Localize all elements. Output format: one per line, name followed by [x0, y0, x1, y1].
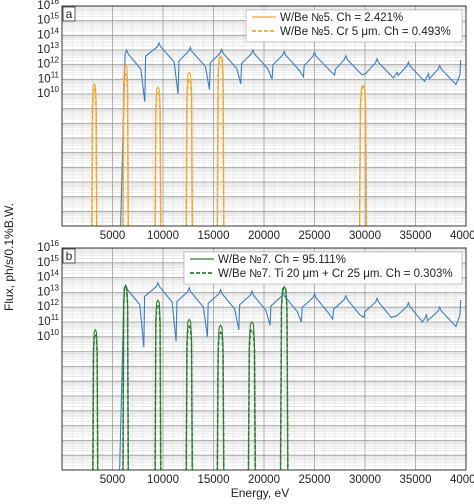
series-2-peak — [122, 73, 130, 226]
y-tick-label: 1016 — [37, 0, 59, 12]
series-2-peak — [92, 332, 99, 470]
x-tick-label: 10000 — [147, 474, 179, 486]
y-tick-label: 1016 — [37, 239, 59, 254]
series-2 — [92, 284, 289, 470]
plot-area — [91, 41, 462, 226]
series-2-peak — [122, 284, 130, 470]
series-2-peak — [154, 302, 162, 470]
panel-tag-label: a — [66, 7, 73, 21]
x-tick-label: 15000 — [198, 230, 230, 242]
y-tick-label: 1014 — [37, 269, 59, 284]
y-tick-label: 1010 — [37, 328, 59, 343]
series-2-peak — [91, 87, 98, 226]
x-tick-label: 40000 — [450, 230, 474, 242]
series-1-peak — [247, 321, 256, 470]
x-tick-label: 15000 — [198, 474, 230, 486]
legend-entry: W/Be №7. Ch = 95.111% — [218, 254, 346, 266]
y-tick-label: 1012 — [37, 56, 59, 71]
series-2 — [91, 55, 368, 226]
plot-frame — [61, 247, 467, 471]
plot-area — [92, 281, 462, 470]
series-2-peak — [154, 89, 162, 226]
y-tick-label: 1013 — [37, 283, 59, 298]
x-tick-label: 5000 — [100, 474, 126, 486]
x-tick-label: 25000 — [299, 230, 331, 242]
y-tick-label: 1015 — [37, 12, 59, 27]
x-tick-label: 25000 — [299, 474, 331, 486]
panel-tag-box — [62, 248, 76, 264]
y-tick-label: 1015 — [37, 254, 59, 269]
y-tick-label: 1011 — [38, 70, 60, 85]
y-tick-label: 1014 — [37, 26, 59, 41]
series-1-peak — [122, 284, 129, 470]
legend-box — [245, 9, 463, 43]
panel-tag-box — [62, 6, 76, 22]
x-tick-label: 30000 — [349, 474, 381, 486]
series-2-peak — [216, 330, 225, 470]
y-tick-label: 1012 — [37, 298, 59, 313]
plot-frame — [61, 5, 467, 227]
x-tick-label: 30000 — [349, 230, 381, 242]
x-axis-label: Energy, eV — [231, 486, 289, 500]
series-1-peak — [122, 63, 129, 226]
series-2-peak — [247, 328, 257, 470]
series-2-peak — [185, 77, 194, 226]
series-2-peak — [216, 55, 225, 226]
series-2-peak — [279, 286, 289, 470]
y-tick-label: 1011 — [38, 313, 60, 328]
y-axis-label: Flux, ph/s/0.1%B.W. — [2, 203, 16, 311]
x-tick-label: 35000 — [400, 230, 432, 242]
panel-b: 5000 10000 15000 20000 25000 30000 35000 40000 1… — [37, 239, 474, 486]
series-2-peak — [358, 85, 368, 226]
x-tick-label: 20000 — [248, 474, 280, 486]
panel-tag-label: b — [66, 249, 73, 263]
legend-entry: W/Be №5. Ch = 2.421% — [280, 12, 403, 24]
legend-entry: W/Be №7. Ti 20 μm + Cr 25 μm. Ch = 0.303… — [218, 268, 453, 280]
x-tick-label: 35000 — [400, 474, 432, 486]
legend-entry: W/Be №5. Cr 5 μm. Ch = 0.493% — [280, 26, 451, 38]
x-tick-label: 40000 — [450, 474, 474, 486]
legend-box — [183, 251, 463, 285]
reference-series-line — [119, 281, 462, 470]
panel-a: 5000 10000 15000 20000 25000 30000 35000 40000 1… — [37, 0, 474, 242]
x-tick-label: 5000 — [100, 230, 126, 242]
reference-series-line — [120, 41, 462, 226]
y-tick-label: 1013 — [37, 41, 59, 56]
series-2-peak — [185, 324, 194, 470]
y-tick-label: 1010 — [37, 85, 59, 100]
x-tick-label: 10000 — [147, 230, 179, 242]
x-tick-label: 20000 — [248, 230, 280, 242]
